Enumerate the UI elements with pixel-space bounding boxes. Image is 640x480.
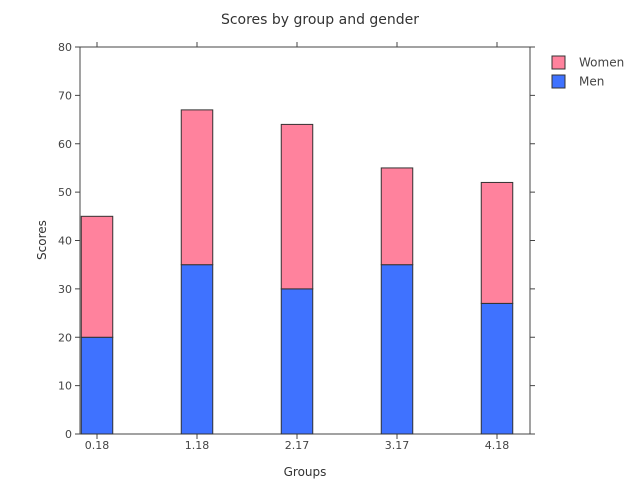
y-tick-label: 0	[65, 428, 72, 441]
bar-women-3[interactable]	[380, 167, 414, 266]
y-tick-label: 50	[58, 186, 72, 199]
legend-label-men: Men	[579, 75, 604, 89]
bar-women-0[interactable]	[80, 215, 114, 338]
legend-swatch-men	[551, 74, 566, 89]
x-axis-label: Groups	[284, 465, 327, 479]
x-axis: 0.18 1.18 2.17 3.17 4.18	[85, 42, 510, 452]
y-axis-label: Scores	[35, 220, 49, 260]
bar-women-1[interactable]	[180, 109, 214, 266]
y-tick-label: 40	[58, 235, 72, 248]
legend-swatch-women	[551, 55, 566, 70]
bar-men-2[interactable]	[280, 288, 314, 435]
y-tick-label: 60	[58, 138, 72, 151]
bar-men-3[interactable]	[380, 264, 414, 435]
bar-women-2[interactable]	[280, 123, 314, 290]
y-tick-label: 80	[58, 41, 72, 54]
legend-label-women: Women	[579, 56, 624, 70]
x-tick-label: 3.17	[385, 439, 410, 452]
chart-title: Scores by group and gender	[221, 12, 419, 28]
bar-women-4[interactable]	[480, 181, 514, 304]
y-tick-label: 20	[58, 331, 72, 344]
x-tick-label: 4.18	[485, 439, 510, 452]
bar-group	[80, 109, 514, 435]
y-axis: 0 10 20 30 40 50 60 70 80	[58, 41, 535, 441]
x-tick-label: 1.18	[185, 439, 210, 452]
bar-men-1[interactable]	[180, 264, 214, 435]
y-tick-label: 10	[58, 380, 72, 393]
x-tick-label: 2.17	[285, 439, 310, 452]
y-tick-label: 30	[58, 283, 72, 296]
bar-men-0[interactable]	[80, 336, 114, 435]
y-tick-label: 70	[58, 89, 72, 102]
x-tick-label: 0.18	[85, 439, 110, 452]
bar-men-4[interactable]	[480, 302, 514, 435]
legend[interactable]: Women Men	[551, 55, 624, 89]
